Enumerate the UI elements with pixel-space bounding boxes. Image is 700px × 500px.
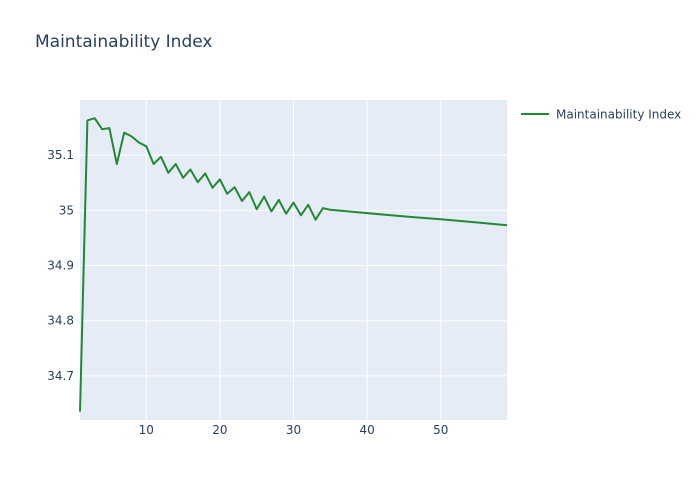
legend-label[interactable]: Maintainability Index	[556, 108, 681, 122]
series-line[interactable]	[79, 117, 508, 412]
x-tick-label: 10	[139, 423, 154, 437]
x-tick-label: 30	[286, 423, 301, 437]
y-tick-label: 34.7	[47, 369, 74, 383]
y-tick-label: 35.1	[47, 148, 74, 162]
x-tick-label: 40	[359, 423, 374, 437]
x-tick-label: 50	[433, 423, 448, 437]
grid-layer	[80, 100, 507, 420]
y-tick-label: 34.8	[47, 314, 74, 328]
y-tick-label: 35	[59, 203, 74, 217]
legend[interactable]: Maintainability Index	[521, 108, 681, 122]
y-tick-label: 34.9	[47, 259, 74, 273]
tick-labels: 34.7 34.8 34.9 35 35.1 10 20 30 40 50	[47, 148, 448, 437]
chart-title: Maintainability Index	[35, 32, 213, 52]
series-layer	[79, 117, 508, 412]
x-tick-label: 20	[212, 423, 227, 437]
